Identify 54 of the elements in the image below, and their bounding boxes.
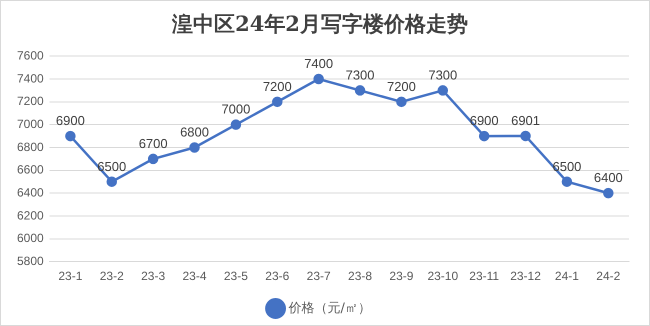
- data-label: 6500: [552, 158, 582, 174]
- point: [354, 85, 366, 96]
- point: [313, 74, 324, 84]
- x-tick-label: 23-3: [141, 269, 166, 284]
- data-label: 7200: [262, 78, 292, 94]
- point: [230, 119, 242, 130]
- data-label: 7000: [221, 102, 250, 117]
- y-tick-label: 7400: [16, 71, 44, 86]
- y-tick-label: 7600: [16, 48, 44, 63]
- y-tick-label: 6800: [16, 140, 44, 154]
- point: [603, 188, 614, 198]
- x-tick-label: 23-2: [100, 269, 124, 284]
- y-tick-label: 6200: [16, 208, 44, 222]
- data-label: 6900: [470, 113, 499, 128]
- point: [478, 130, 490, 142]
- x-tick-label: 23-1: [58, 269, 83, 284]
- x-tick-label: 23-12: [510, 269, 542, 284]
- point: [396, 96, 407, 108]
- y-tick-label: 7000: [16, 116, 44, 131]
- legend-label: 价格（元/㎡）: [288, 300, 371, 316]
- x-tick-label: 23-7: [306, 269, 331, 284]
- point: [189, 142, 200, 153]
- x-tick-label: 23-9: [389, 269, 414, 284]
- chart-title: 湟中区24年2月写字楼价格走势: [171, 11, 468, 36]
- data-label: 6800: [180, 124, 209, 140]
- point: [272, 96, 283, 108]
- data-label: 7300: [428, 68, 458, 83]
- point: [106, 176, 118, 187]
- point: [520, 130, 531, 142]
- y-tick-label: 7200: [16, 94, 44, 108]
- point: [562, 176, 572, 187]
- data-label: 7300: [346, 68, 374, 83]
- x-tick-label: 23-6: [265, 269, 290, 284]
- y-tick-label: 6400: [16, 185, 44, 200]
- data-label: 7200: [386, 78, 416, 94]
- data-label: 6400: [594, 170, 623, 186]
- x-tick-label: 23-11: [469, 269, 500, 284]
- point: [438, 85, 448, 96]
- x-tick-label: 23-5: [224, 269, 248, 284]
- y-tick-label: 5800: [16, 254, 44, 268]
- x-tick-label: 23-8: [348, 269, 372, 284]
- data-label: 7400: [304, 56, 334, 72]
- point: [65, 130, 76, 142]
- data-label: 6900: [56, 113, 85, 128]
- data-label: 6700: [138, 136, 168, 151]
- x-tick-label: 23-10: [427, 269, 458, 284]
- x-tick-label: 24-1: [554, 269, 580, 284]
- data-label: 6500: [97, 158, 126, 174]
- y-tick-label: 6600: [16, 162, 44, 177]
- point: [148, 154, 158, 164]
- y-tick-label: 6000: [16, 231, 44, 246]
- data-label: 6901: [511, 113, 540, 128]
- x-tick-label: 23-4: [182, 269, 207, 284]
- x-tick-label: 24-2: [596, 269, 621, 284]
